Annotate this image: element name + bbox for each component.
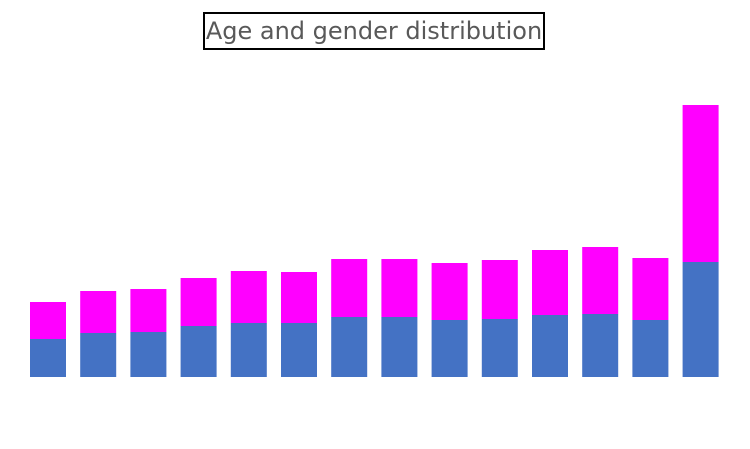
bar-male-2 (80, 333, 117, 377)
bar-female-6 (281, 272, 317, 323)
bar-male-7 (331, 317, 368, 377)
bar-female-2 (80, 291, 117, 333)
bar-male-14 (682, 262, 719, 377)
bar-male-9 (431, 320, 468, 377)
bar-female-1 (30, 302, 66, 339)
chart-title: Age and gender distribution (203, 12, 545, 50)
bar-male-11 (532, 315, 568, 377)
bar-female-5 (230, 271, 267, 323)
bar-female-11 (532, 250, 568, 315)
bar-male-1 (30, 339, 66, 377)
bar-female-9 (431, 263, 468, 320)
bar-female-13 (632, 258, 669, 320)
bar-female-3 (130, 289, 167, 332)
bar-male-6 (281, 323, 317, 377)
bar-male-13 (632, 320, 669, 377)
bar-male-12 (582, 314, 619, 377)
bar-male-8 (381, 317, 418, 377)
bar-male-5 (230, 323, 267, 377)
bar-female-8 (381, 259, 418, 317)
bar-female-14 (682, 105, 719, 262)
bar-male-3 (130, 332, 167, 377)
bar-female-10 (481, 260, 518, 319)
bar-male-4 (180, 326, 217, 377)
bar-female-12 (582, 247, 619, 314)
bar-female-4 (180, 278, 217, 326)
bar-female-7 (331, 259, 368, 317)
bar-male-10 (481, 319, 518, 377)
